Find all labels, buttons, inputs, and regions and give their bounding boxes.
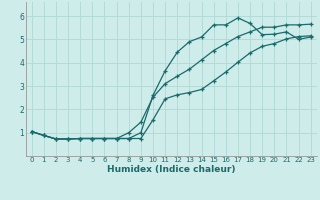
X-axis label: Humidex (Indice chaleur): Humidex (Indice chaleur) [107, 165, 236, 174]
